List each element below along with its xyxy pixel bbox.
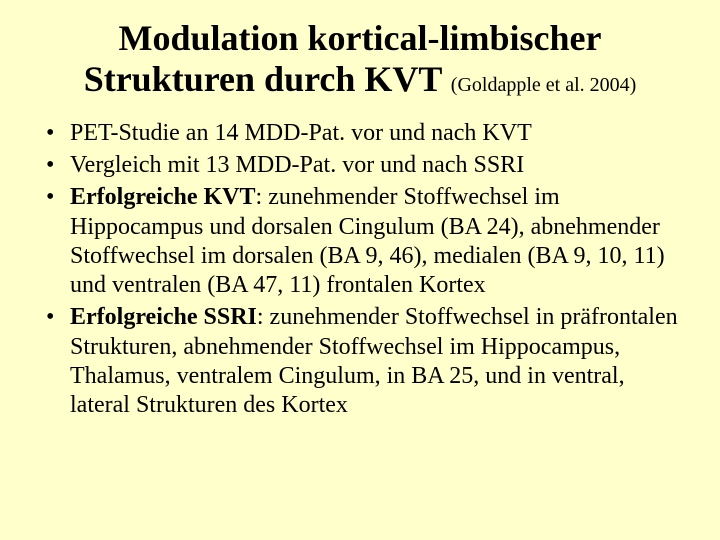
title-line2-main: Strukturen durch KVT xyxy=(84,59,451,99)
bullet-bold: Erfolgreiche SSRI xyxy=(70,304,257,330)
list-item: Erfolgreiche KVT: zunehmender Stoffwechs… xyxy=(46,183,688,300)
bullet-list: PET-Studie an 14 MDD-Pat. vor und nach K… xyxy=(28,119,692,421)
title-line2: Strukturen durch KVT (Goldapple et al. 2… xyxy=(84,59,637,99)
title-citation: (Goldapple et al. 2004) xyxy=(451,74,637,96)
list-item: PET-Studie an 14 MDD-Pat. vor und nach K… xyxy=(46,119,688,148)
bullet-text: PET-Studie an 14 MDD-Pat. vor und nach K… xyxy=(70,120,532,146)
slide: Modulation kortical-limbischer Strukture… xyxy=(0,0,720,540)
title-line1: Modulation kortical-limbischer xyxy=(28,18,692,59)
bullet-text: Vergleich mit 13 MDD-Pat. vor und nach S… xyxy=(70,152,524,178)
bullet-bold: Erfolgreiche KVT xyxy=(70,184,256,210)
list-item: Erfolgreiche SSRI: zunehmender Stoffwech… xyxy=(46,303,688,420)
list-item: Vergleich mit 13 MDD-Pat. vor und nach S… xyxy=(46,151,688,180)
slide-title: Modulation kortical-limbischer Strukture… xyxy=(28,18,692,101)
